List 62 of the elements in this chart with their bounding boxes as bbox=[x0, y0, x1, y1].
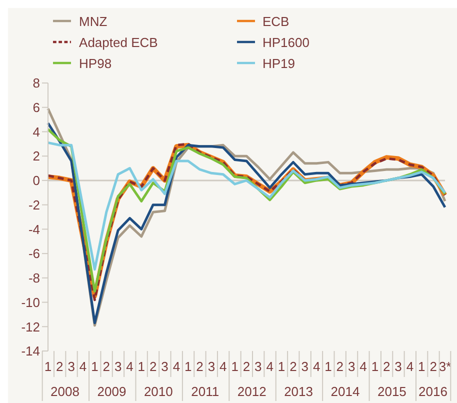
x-tick-label: 1 bbox=[231, 359, 238, 374]
x-tick-label: 1 bbox=[184, 359, 192, 374]
x-tick-label: 2 bbox=[383, 359, 390, 374]
x-tick-label: 4 bbox=[172, 359, 180, 374]
x-tick-label: 4 bbox=[406, 359, 414, 374]
text: 2013 bbox=[284, 384, 314, 399]
text: 2009 bbox=[97, 384, 126, 399]
x-tick-label: 2 bbox=[102, 359, 110, 374]
x-tick-label: 4 bbox=[360, 359, 367, 374]
text: 2015 bbox=[377, 384, 406, 399]
legend-label: HP98 bbox=[79, 56, 112, 70]
x-tick-label: 3 bbox=[161, 359, 168, 374]
y-tick-label: 0 bbox=[32, 173, 40, 188]
legend-label: HP1600 bbox=[262, 34, 310, 50]
y-tick-label: 6 bbox=[32, 100, 40, 115]
x-tick-label: 1 bbox=[44, 359, 52, 374]
legend-label: Adapted ECB bbox=[79, 34, 158, 50]
legend-label: MNZ bbox=[79, 14, 108, 28]
x-tick-label: 2 bbox=[242, 359, 250, 374]
x-tick-label: 2 bbox=[149, 359, 157, 374]
y-tick-label: -4 bbox=[28, 222, 40, 237]
text: 2008 bbox=[50, 384, 80, 399]
text: 2011 bbox=[191, 384, 220, 399]
y-tick-label: 8 bbox=[32, 76, 40, 91]
x-tick-label: 1 bbox=[138, 359, 146, 374]
y-tick-label: -6 bbox=[28, 246, 40, 262]
x-tick-label: 1 bbox=[324, 359, 332, 374]
x-tick-label: 3 bbox=[208, 359, 216, 374]
x-tick-label: 1 bbox=[278, 359, 286, 374]
x-tick-label: 3 bbox=[301, 359, 308, 374]
x-tick-label: 1 bbox=[371, 359, 379, 374]
y-tick-label: -10 bbox=[21, 294, 40, 310]
x-tick-label: 1 bbox=[91, 359, 98, 374]
text: 2012 bbox=[237, 384, 266, 399]
x-tick-label: 4 bbox=[312, 359, 320, 374]
y-tick-label: -2 bbox=[28, 197, 40, 212]
x-tick-label: 3 bbox=[254, 359, 262, 374]
y-tick-label: 4 bbox=[32, 124, 40, 140]
text: 2016 bbox=[418, 384, 448, 399]
x-tick-label: 3 bbox=[114, 359, 122, 374]
x-tick-label: 4 bbox=[266, 359, 274, 374]
x-tick-label: 4 bbox=[79, 359, 87, 374]
legend-label: HP19 bbox=[262, 56, 296, 70]
x-tick-label: 3 bbox=[68, 359, 75, 374]
text: 2014 bbox=[330, 384, 360, 399]
text: 2010 bbox=[144, 384, 173, 399]
x-tick-label: 3 bbox=[394, 359, 402, 374]
x-tick-label: 2 bbox=[290, 359, 297, 374]
x-tick-label: 2 bbox=[56, 359, 64, 374]
x-tick-label: 2 bbox=[430, 359, 437, 374]
legend-label: ECB bbox=[262, 14, 290, 28]
x-tick-label: 4 bbox=[126, 359, 134, 374]
x-tick-label: 2 bbox=[196, 359, 204, 374]
y-tick-label: -12 bbox=[21, 319, 40, 334]
x-tick-label: 4 bbox=[220, 359, 227, 374]
x-tick-label: 3 bbox=[348, 359, 356, 374]
y-tick-label: -14 bbox=[21, 344, 40, 359]
y-tick-label: -8 bbox=[28, 270, 40, 286]
x-tick-label: 1 bbox=[418, 359, 426, 374]
x-tick-label: 2 bbox=[336, 359, 344, 374]
y-tick-label: 2 bbox=[32, 148, 40, 164]
x-tick-label: 3* bbox=[438, 359, 452, 374]
